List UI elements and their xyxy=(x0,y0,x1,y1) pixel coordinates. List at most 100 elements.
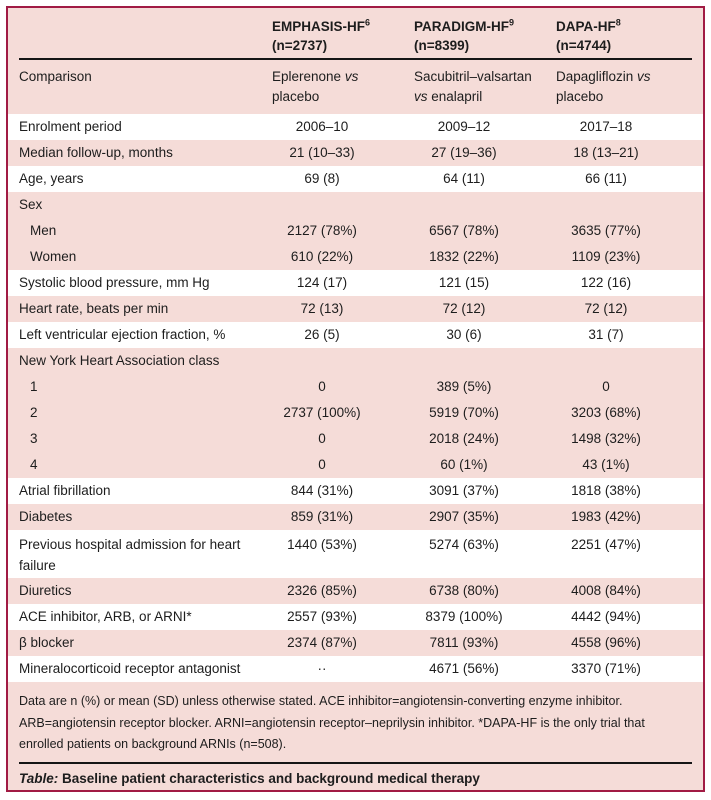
table-body: Comparison Eplerenone vs placebo Sacubitri… xyxy=(8,60,703,682)
table-row: Left ventricular ejection fraction, % 26 … xyxy=(8,322,703,348)
row-value xyxy=(408,348,550,374)
trial-name: PARADIGM-HF xyxy=(414,19,509,34)
table-row: 4 0 60 (1%) 43 (1%) xyxy=(8,452,703,478)
table-row: 1 0 389 (5%) 0 xyxy=(8,374,703,400)
row-value: 859 (31%) xyxy=(290,509,354,524)
row-label: New York Heart Association class xyxy=(19,353,220,368)
row-label: Median follow-up, months xyxy=(19,145,173,160)
row-label: Left ventricular ejection fraction, % xyxy=(19,327,226,342)
row-value: 5274 (63%) xyxy=(429,536,499,552)
row-value: 4008 (84%) xyxy=(571,583,641,598)
row-value: 72 (12) xyxy=(584,301,628,316)
column-header-emphasis-hf: EMPHASIS-HF6 (n=2737) xyxy=(266,17,408,55)
row-value: 31 (7) xyxy=(588,327,624,342)
row-value: 2006–10 xyxy=(295,119,349,134)
row-value: 6738 (80%) xyxy=(429,583,499,598)
row-value: 72 (12) xyxy=(442,301,486,316)
row-value xyxy=(550,192,692,218)
row-value: 4671 (56%) xyxy=(429,661,499,676)
row-label: Systolic blood pressure, mm Hg xyxy=(19,275,210,290)
table-caption: Table: Baseline patient characteristics … xyxy=(19,769,692,789)
row-value: 6567 (78%) xyxy=(429,223,499,238)
row-label: Diuretics xyxy=(19,583,72,598)
table-row: Age, years 69 (8) 64 (11) 66 (11) xyxy=(8,166,703,192)
row-value: 1983 (42%) xyxy=(571,509,641,524)
row-value: 2907 (35%) xyxy=(429,509,499,524)
row-value: 3091 (37%) xyxy=(429,483,499,498)
row-value: Eplerenone vs placebo xyxy=(272,69,359,104)
row-label: Mineralocorticoid receptor antagonist xyxy=(19,661,241,676)
row-value: 69 (8) xyxy=(304,171,340,186)
row-value xyxy=(266,192,408,218)
table-row: Comparison Eplerenone vs placebo Sacubitri… xyxy=(8,60,703,114)
row-value: 122 (16) xyxy=(580,275,632,290)
row-value: 0 xyxy=(602,379,610,394)
caption-rule xyxy=(19,761,692,764)
row-value: 2557 (93%) xyxy=(287,609,357,624)
caption-text: Baseline patient characteristics and bac… xyxy=(58,770,480,786)
row-value: 2326 (85%) xyxy=(287,583,357,598)
row-value: 1818 (38%) xyxy=(571,483,641,498)
row-value: 0 xyxy=(318,431,326,446)
table-footnote: Data are n (%) or mean (SD) unless other… xyxy=(19,694,645,751)
table-row: Enrolment period 2006–10 2009–12 2017–18 xyxy=(8,114,703,140)
row-value: 4558 (96%) xyxy=(571,635,641,650)
row-value: 1440 (53%) xyxy=(287,536,357,552)
row-value: 3203 (68%) xyxy=(571,405,641,420)
row-label: Heart rate, beats per min xyxy=(19,301,169,316)
row-value: 3370 (71%) xyxy=(571,661,641,676)
row-value: 8379 (100%) xyxy=(425,609,503,624)
row-value: 2737 (100%) xyxy=(283,405,361,420)
row-label: Comparison xyxy=(19,69,92,84)
table-row: Mineralocorticoid receptor antagonist ·· 4… xyxy=(8,656,703,682)
caption-label: Table: xyxy=(19,770,59,786)
trial-n: (n=2737) xyxy=(272,38,328,53)
row-value: 121 (15) xyxy=(438,275,490,290)
row-label: Atrial fibrillation xyxy=(19,483,111,498)
table-row: 3 0 2018 (24%) 1498 (32%) xyxy=(8,426,703,452)
row-value: 1832 (22%) xyxy=(429,249,499,264)
row-value: 0 xyxy=(318,457,326,472)
table-header-row: EMPHASIS-HF6 (n=2737) PARADIGM-HF9 (n=8399)… xyxy=(8,8,703,58)
row-label: Diabetes xyxy=(19,509,73,524)
row-value xyxy=(550,348,692,374)
row-label: Sex xyxy=(19,197,43,212)
row-value: 124 (17) xyxy=(296,275,348,290)
row-value: 4442 (94%) xyxy=(571,609,641,624)
row-value: 30 (6) xyxy=(446,327,482,342)
row-label: β blocker xyxy=(19,635,75,650)
row-value: 5919 (70%) xyxy=(429,405,499,420)
table-frame: EMPHASIS-HF6 (n=2737) PARADIGM-HF9 (n=8399)… xyxy=(6,6,705,792)
row-label: 2 xyxy=(30,405,38,420)
row-value xyxy=(266,348,408,374)
row-label: Men xyxy=(30,223,57,238)
row-value: 2018 (24%) xyxy=(429,431,499,446)
row-label: 1 xyxy=(30,379,38,394)
trial-name: DAPA-HF xyxy=(556,19,616,34)
row-value: 64 (11) xyxy=(443,171,485,186)
table-row: Heart rate, beats per min 72 (13) 72 (12) 7… xyxy=(8,296,703,322)
trial-n: (n=8399) xyxy=(414,38,470,53)
row-value: 66 (11) xyxy=(585,171,627,186)
row-value: 2374 (87%) xyxy=(287,635,357,650)
row-label: ACE inhibitor, ARB, or ARNI* xyxy=(19,609,192,624)
row-value: 26 (5) xyxy=(304,327,340,342)
row-label: 3 xyxy=(30,431,38,446)
reference-superscript: 6 xyxy=(365,17,371,28)
row-value: 2009–12 xyxy=(437,119,491,134)
row-value: 7811 (93%) xyxy=(429,635,499,650)
row-value: ·· xyxy=(317,661,327,676)
row-label: Women xyxy=(30,249,77,264)
table-row: Sex xyxy=(8,192,703,218)
table-row: β blocker 2374 (87%) 7811 (93%) 4558 (96%) xyxy=(8,630,703,656)
row-value: 60 (1%) xyxy=(440,457,488,472)
column-header-dapa-hf: DAPA-HF8 (n=4744) xyxy=(550,17,692,55)
row-value: 18 (13–21) xyxy=(573,145,639,160)
table-row: Median follow-up, months 21 (10–33) 27 (19… xyxy=(8,140,703,166)
row-label: 4 xyxy=(30,457,38,472)
row-value: 3635 (77%) xyxy=(571,223,641,238)
row-value: 0 xyxy=(318,379,326,394)
row-value: 844 (31%) xyxy=(290,483,354,498)
table-row: Previous hospital admission for heart fa… xyxy=(8,530,703,578)
table-row: Men 2127 (78%) 6567 (78%) 3635 (77%) xyxy=(8,218,703,244)
